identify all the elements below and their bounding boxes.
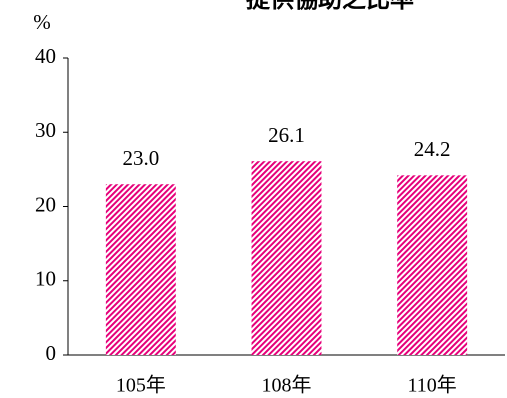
y-tick-label: 10 (35, 267, 56, 291)
data-label: 26.1 (268, 123, 305, 147)
x-tick-label: 108年 (262, 374, 312, 397)
y-unit: % (33, 10, 51, 34)
x-tick-label: 105年 (116, 374, 166, 397)
bar (105, 184, 176, 355)
x-tick-label: 110年 (408, 374, 457, 397)
chart-title: 提供協助之比率 (246, 0, 414, 13)
data-label: 24.2 (414, 137, 451, 161)
y-tick-label: 30 (35, 118, 56, 142)
data-label: 23.0 (122, 146, 159, 170)
y-tick-label: 20 (35, 192, 56, 216)
y-tick-label: 40 (35, 44, 56, 68)
bar (251, 161, 322, 355)
bar (397, 175, 468, 355)
y-tick-label: 0 (46, 341, 57, 365)
